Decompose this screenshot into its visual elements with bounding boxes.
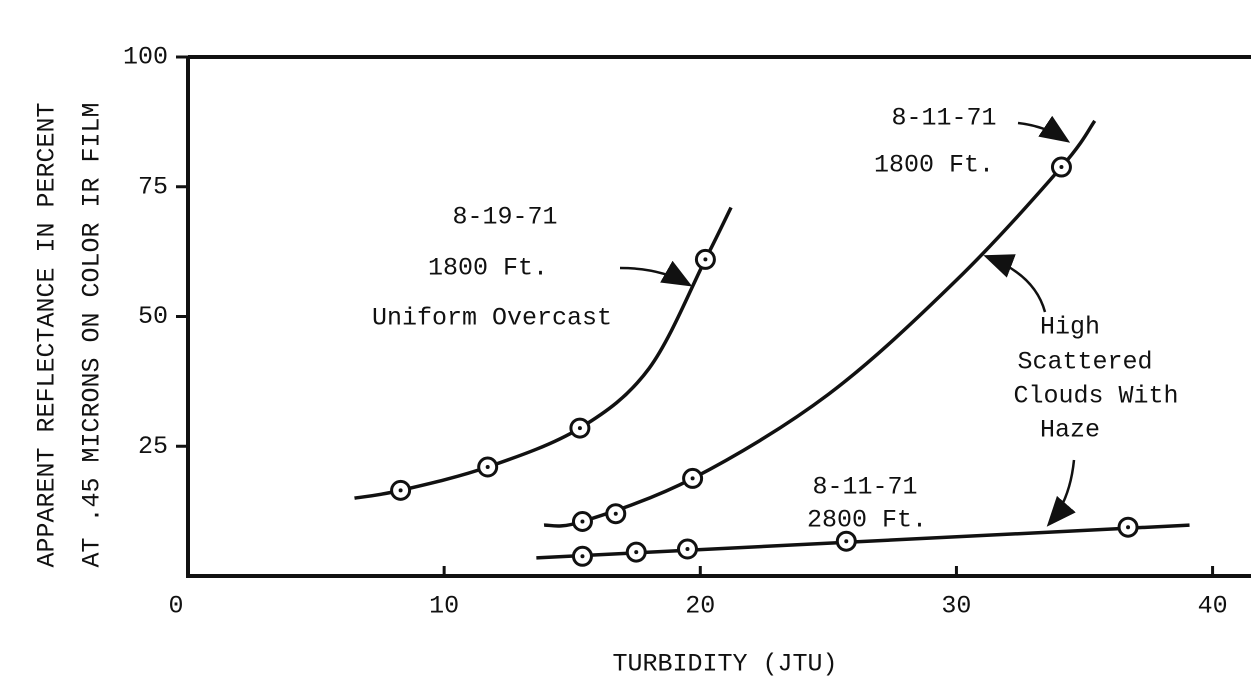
- data-point-center: [685, 547, 690, 552]
- data-point-center: [580, 519, 585, 524]
- annotation: 1800 Ft.: [428, 254, 548, 283]
- annotation: Clouds With: [1013, 382, 1178, 411]
- data-point-center: [844, 539, 849, 544]
- y-axis-label: APPARENT REFLECTANCE IN PERCENT: [33, 102, 62, 567]
- data-point-center: [613, 511, 618, 516]
- data-point-center: [580, 554, 585, 559]
- x-tick-label: 20: [685, 592, 715, 621]
- annotation: 8-19-71: [452, 203, 557, 232]
- data-point-center: [1059, 165, 1064, 170]
- arrow: [983, 254, 1047, 313]
- annotation: High: [1040, 313, 1100, 342]
- x-tick-label: 30: [941, 592, 971, 621]
- arrow: [619, 260, 693, 287]
- fit-curve: [354, 206, 733, 500]
- annotation: 2800 Ft.: [807, 506, 927, 535]
- annotation: Uniform Overcast: [372, 304, 612, 333]
- annotation: 8-11-71: [891, 104, 996, 133]
- y-axis-label: AT .45 MICRONS ON COLOR IR FILM: [78, 102, 107, 567]
- data-point-center: [577, 426, 582, 431]
- annotation: 1800 Ft.: [874, 151, 994, 180]
- annotation: Haze: [1040, 416, 1100, 445]
- y-tick-label: 75: [138, 172, 168, 201]
- y-tick-label: 50: [138, 302, 168, 331]
- data-point-center: [485, 465, 490, 470]
- y-tick-label: 100: [123, 43, 168, 72]
- data-point-center: [703, 257, 708, 262]
- data-point-center: [634, 550, 639, 555]
- x-tick-label: 10: [429, 592, 459, 621]
- y-tick-label: 25: [138, 432, 168, 461]
- data-point-center: [1126, 525, 1131, 530]
- annotation: 8-11-71: [812, 473, 917, 502]
- x-axis-label: TURBIDITY (JTU): [612, 650, 837, 679]
- fit-curve: [543, 119, 1097, 528]
- arrow: [1046, 459, 1076, 527]
- data-point-center: [690, 476, 695, 481]
- x-tick-label: 0: [168, 592, 183, 621]
- arrow: [1017, 115, 1071, 143]
- data-point-center: [398, 488, 403, 493]
- x-tick-label: 40: [1198, 592, 1228, 621]
- annotation: Scattered: [1017, 348, 1152, 377]
